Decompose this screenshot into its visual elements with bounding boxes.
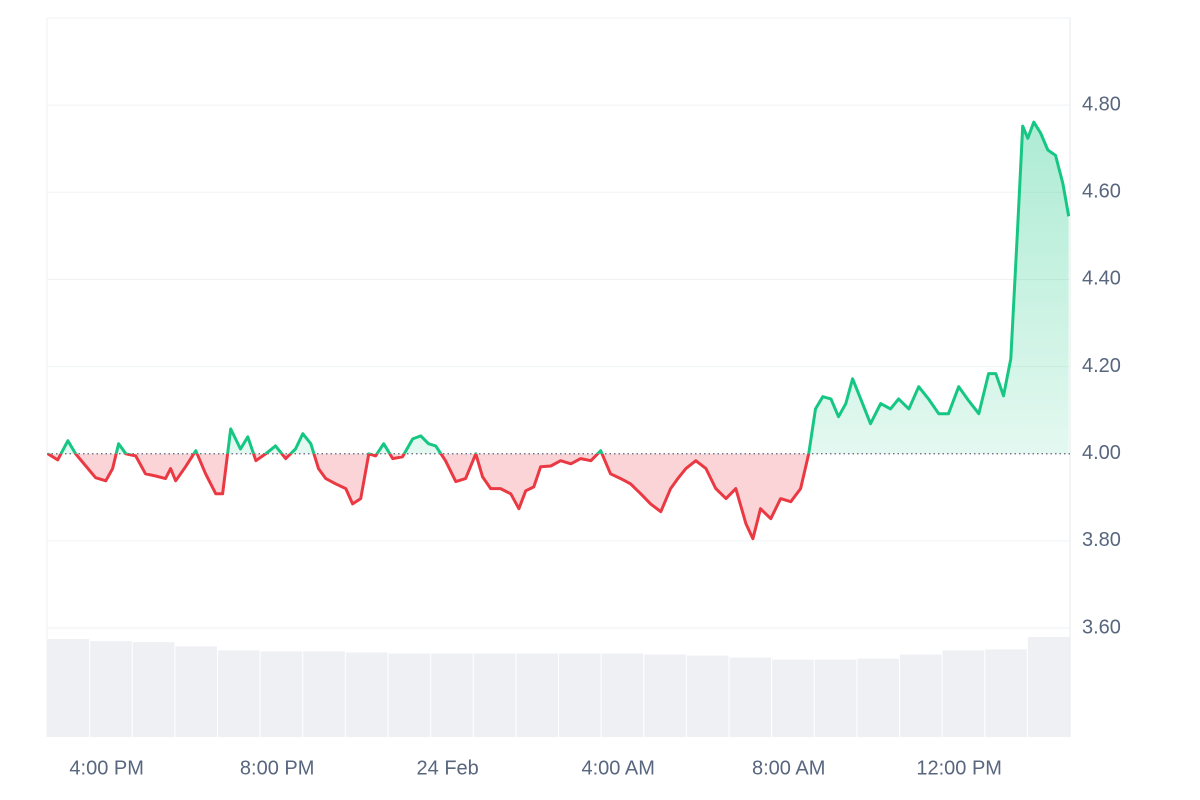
x-tick-label: 4:00 AM	[581, 757, 654, 779]
y-tick-label: 4.80	[1082, 93, 1121, 115]
volume-bar	[772, 659, 814, 737]
volume-bar	[260, 651, 303, 737]
volume-bar	[473, 653, 516, 737]
x-tick-label: 12:00 PM	[916, 757, 1002, 779]
area-up	[60, 122, 1069, 454]
x-tick-label: 4:00 PM	[69, 757, 143, 779]
volume-bar	[559, 653, 601, 737]
price-line-down	[47, 453, 811, 541]
volume-bar	[431, 653, 473, 737]
volume-bar	[345, 652, 388, 737]
volume-bar	[1027, 637, 1070, 737]
volume-bar	[729, 657, 772, 737]
volume-bar	[47, 639, 90, 737]
x-tick-label: 24 Feb	[417, 757, 479, 779]
volume-bar	[516, 653, 558, 737]
area-down	[47, 453, 1069, 539]
y-tick-label: 4.20	[1082, 355, 1121, 377]
x-tick-label: 8:00 AM	[752, 757, 825, 779]
price-line-up	[47, 120, 1071, 454]
volume-bar	[90, 641, 132, 737]
y-tick-label: 4.60	[1082, 181, 1121, 203]
volume-bar	[303, 651, 345, 737]
volume-bar	[644, 654, 686, 737]
y-tick-label: 4.40	[1082, 268, 1121, 290]
volume-bar	[900, 654, 942, 737]
volume-bar	[814, 659, 857, 737]
y-tick-label: 4.00	[1082, 442, 1121, 464]
volume-bar	[218, 650, 260, 737]
volume-bar	[942, 650, 985, 737]
volume-bar	[686, 655, 729, 737]
x-tick-label: 8:00 PM	[240, 757, 314, 779]
volume-bar	[985, 649, 1027, 737]
volume-bar	[175, 646, 217, 737]
y-tick-label: 3.60	[1082, 616, 1121, 638]
volume-bar	[857, 658, 899, 737]
y-tick-label: 3.80	[1082, 529, 1121, 551]
volume-bar	[601, 653, 644, 737]
volume-bar	[388, 653, 431, 737]
volume-bar	[132, 642, 175, 737]
